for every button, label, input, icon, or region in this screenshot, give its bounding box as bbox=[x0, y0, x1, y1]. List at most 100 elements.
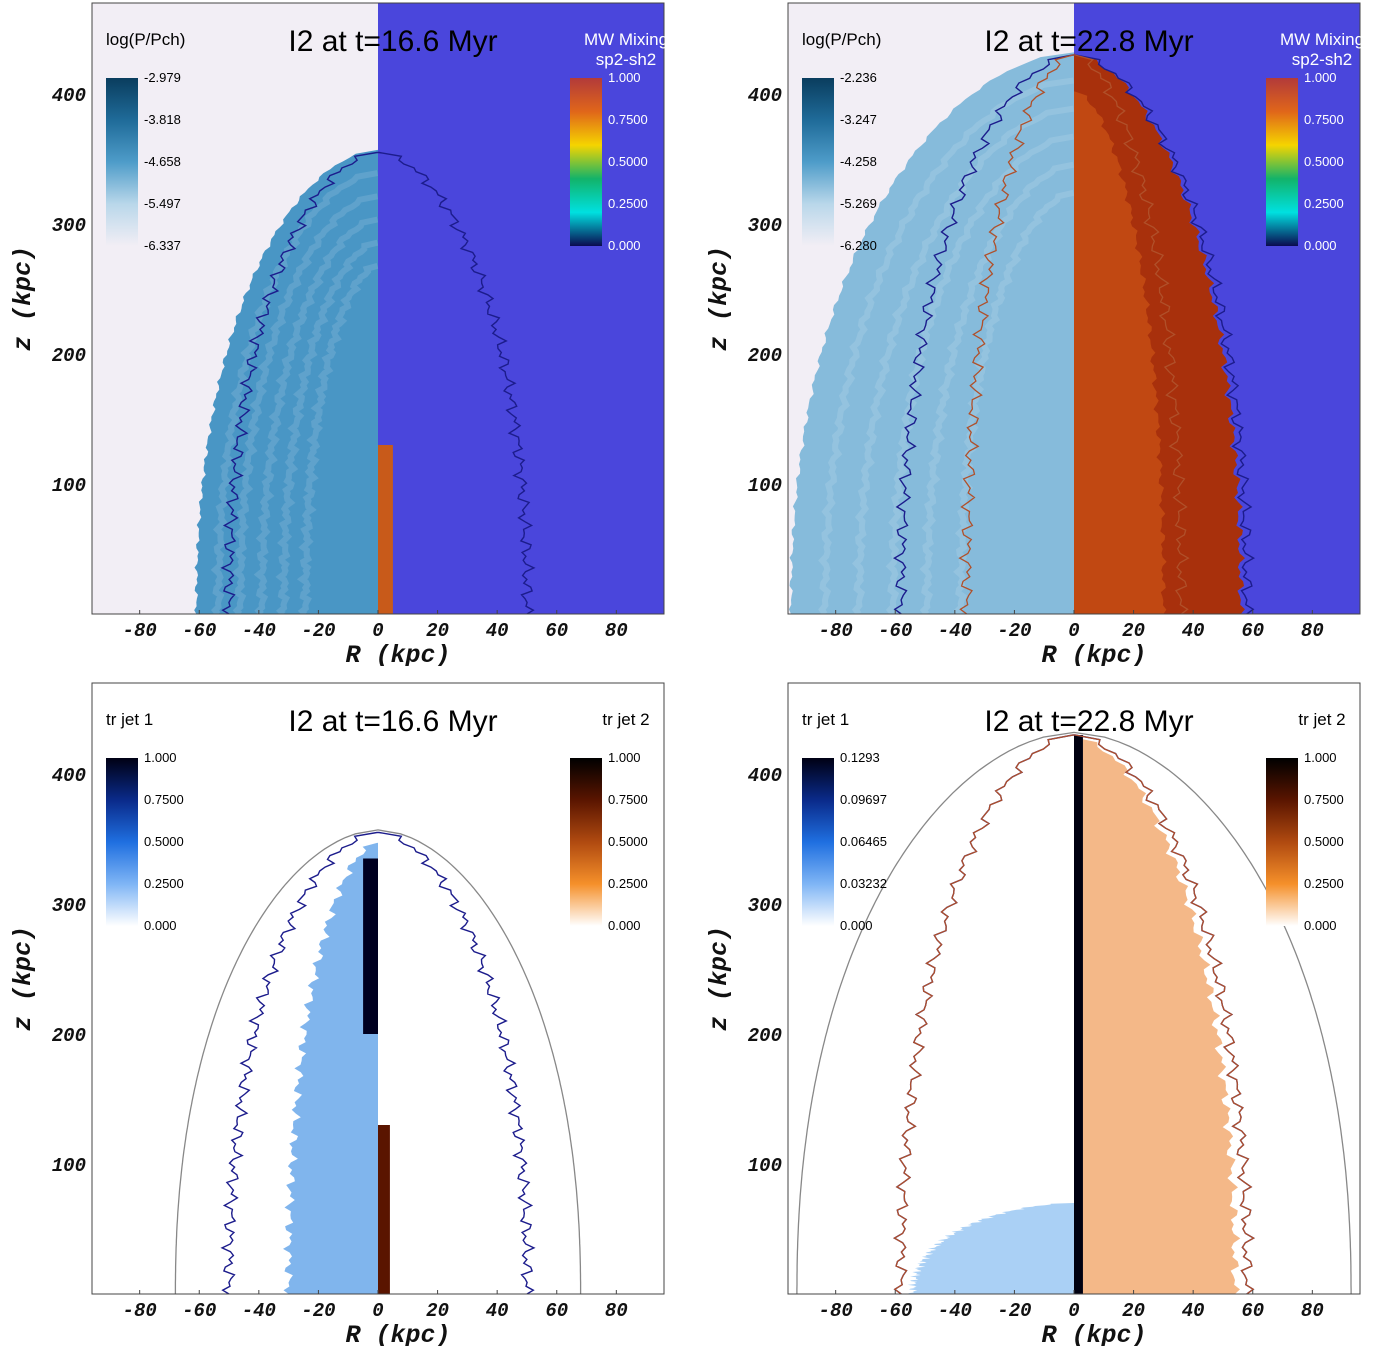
colorbar bbox=[570, 78, 602, 246]
x-tick-label: 60 bbox=[545, 620, 568, 642]
mixing-region bbox=[1074, 52, 1245, 614]
colorbar-label: log(P/Pch) bbox=[802, 30, 881, 49]
x-tick-label: 60 bbox=[545, 1300, 568, 1322]
colorbar-tick-label: 0.09697 bbox=[840, 792, 887, 807]
pressure-band bbox=[253, 216, 379, 614]
colorbar-label: MW Mixing bbox=[584, 30, 668, 49]
x-tick-label: -40 bbox=[242, 620, 276, 642]
x-tick-label: 0 bbox=[1068, 1300, 1079, 1322]
colorbar-tick-label: -3.818 bbox=[144, 112, 181, 127]
colorbar-tick-label: 1.000 bbox=[144, 750, 177, 765]
x-tick-label: -80 bbox=[123, 1300, 157, 1322]
y-tick-label: 400 bbox=[52, 765, 86, 787]
colorbar-label: tr jet 1 bbox=[802, 710, 849, 729]
shock-front bbox=[174, 829, 582, 1294]
colorbar-label: tr jet 1 bbox=[106, 710, 153, 729]
x-tick-label: 20 bbox=[1122, 1300, 1145, 1322]
pressure-band bbox=[885, 133, 1075, 614]
y-tick-label: 100 bbox=[748, 475, 782, 497]
pressure-band bbox=[818, 77, 1074, 614]
y-tick-label: 400 bbox=[52, 85, 86, 107]
x-tick-label: -40 bbox=[242, 1300, 276, 1322]
mixing-column bbox=[378, 445, 393, 614]
colorbar-label: tr jet 2 bbox=[602, 710, 649, 729]
x-tick-label: 20 bbox=[426, 620, 449, 642]
y-axis-label: z (kpc) bbox=[705, 246, 734, 351]
colorbar-tick-label: 0.5000 bbox=[608, 154, 648, 169]
panel-title: I2 at t=22.8 Myr bbox=[984, 705, 1193, 738]
colorbar-tick-label: 0.5000 bbox=[608, 834, 648, 849]
panel-title: I2 at t=16.6 Myr bbox=[288, 705, 497, 738]
y-tick-label: 300 bbox=[52, 215, 86, 237]
x-axis-label: R (kpc) bbox=[345, 1321, 450, 1346]
panel-title: I2 at t=22.8 Myr bbox=[984, 25, 1193, 58]
colorbar-tick-label: 0.7500 bbox=[608, 792, 648, 807]
x-tick-label: 20 bbox=[1122, 620, 1145, 642]
x-axis-label: R (kpc) bbox=[1041, 1321, 1146, 1346]
x-tick-label: -40 bbox=[938, 1300, 972, 1322]
x-tick-label: 40 bbox=[1182, 620, 1205, 642]
colorbar-tick-label: -5.269 bbox=[840, 196, 877, 211]
colorbar-tick-label: 0.000 bbox=[840, 918, 873, 933]
y-tick-label: 100 bbox=[52, 475, 86, 497]
x-tick-label: -20 bbox=[997, 1300, 1031, 1322]
y-axis-label: z (kpc) bbox=[9, 246, 38, 351]
pressure-cocoon bbox=[194, 149, 378, 614]
pressure-band bbox=[275, 239, 379, 614]
pressure-band bbox=[296, 263, 379, 614]
colorbar-tick-label: 0.1293 bbox=[840, 750, 880, 765]
contour-inner bbox=[958, 54, 1190, 614]
colorbar bbox=[802, 758, 834, 926]
x-tick-label: -60 bbox=[878, 1300, 912, 1322]
plot-area bbox=[788, 683, 1360, 1294]
colorbar-tick-label: 0.000 bbox=[1304, 918, 1337, 933]
x-tick-label: 60 bbox=[1241, 620, 1264, 642]
x-tick-label: 0 bbox=[1068, 620, 1079, 642]
x-tick-label: 80 bbox=[1301, 620, 1324, 642]
background-left bbox=[788, 683, 1074, 1294]
colorbar-tick-label: -2.236 bbox=[840, 70, 877, 85]
x-tick-label: -20 bbox=[997, 620, 1031, 642]
colorbar-tick-label: -5.497 bbox=[144, 196, 181, 211]
colorbar bbox=[1266, 78, 1298, 246]
colorbar-tick-label: -2.979 bbox=[144, 70, 181, 85]
x-tick-label: -80 bbox=[819, 1300, 853, 1322]
colorbar-tick-label: 0.06465 bbox=[840, 834, 887, 849]
colorbar-tick-label: -3.247 bbox=[840, 112, 877, 127]
colorbar bbox=[106, 78, 138, 246]
x-tick-label: 40 bbox=[486, 1300, 509, 1322]
x-tick-label: 0 bbox=[372, 620, 383, 642]
colorbar-tick-label: 1.000 bbox=[1304, 70, 1337, 85]
y-tick-label: 100 bbox=[52, 1155, 86, 1177]
x-tick-label: -20 bbox=[301, 620, 335, 642]
colorbar bbox=[570, 758, 602, 926]
x-tick-label: -80 bbox=[123, 620, 157, 642]
colorbar-tick-label: -6.280 bbox=[840, 238, 877, 253]
colorbar-tick-label: 0.2500 bbox=[608, 196, 648, 211]
y-tick-label: 400 bbox=[748, 765, 782, 787]
colorbar-tick-label: -4.258 bbox=[840, 154, 877, 169]
colorbar-tick-label: 0.2500 bbox=[1304, 196, 1344, 211]
colorbar-tick-label: -6.337 bbox=[144, 238, 181, 253]
colorbar-tick-label: 0.2500 bbox=[144, 876, 184, 891]
x-tick-label: 80 bbox=[605, 1300, 628, 1322]
x-tick-label: 0 bbox=[372, 1300, 383, 1322]
background-right bbox=[378, 3, 664, 614]
tracer-jet1-region bbox=[907, 1203, 1074, 1294]
colorbar-sublabel: sp2-sh2 bbox=[1292, 50, 1352, 69]
y-tick-label: 300 bbox=[748, 895, 782, 917]
tracer-jet2-column bbox=[378, 1125, 390, 1294]
x-tick-label: 80 bbox=[605, 620, 628, 642]
chart-panel-4: -80 -60 -40 -20 0 20 40 60 80 100 200 300 400 R (kpc)… bbox=[705, 682, 1361, 1346]
y-axis-label: z (kpc) bbox=[705, 926, 734, 1031]
colorbar-tick-label: 0.7500 bbox=[608, 112, 648, 127]
colorbar bbox=[1266, 758, 1298, 926]
colorbar-tick-label: 0.5000 bbox=[144, 834, 184, 849]
colorbar-label: log(P/Pch) bbox=[106, 30, 185, 49]
panel-title: I2 at t=16.6 Myr bbox=[288, 25, 497, 58]
colorbar-tick-label: 0.03232 bbox=[840, 876, 887, 891]
y-tick-label: 200 bbox=[52, 345, 86, 367]
plot-area bbox=[92, 683, 664, 1294]
y-tick-label: 200 bbox=[52, 1025, 86, 1047]
colorbar bbox=[802, 78, 834, 246]
